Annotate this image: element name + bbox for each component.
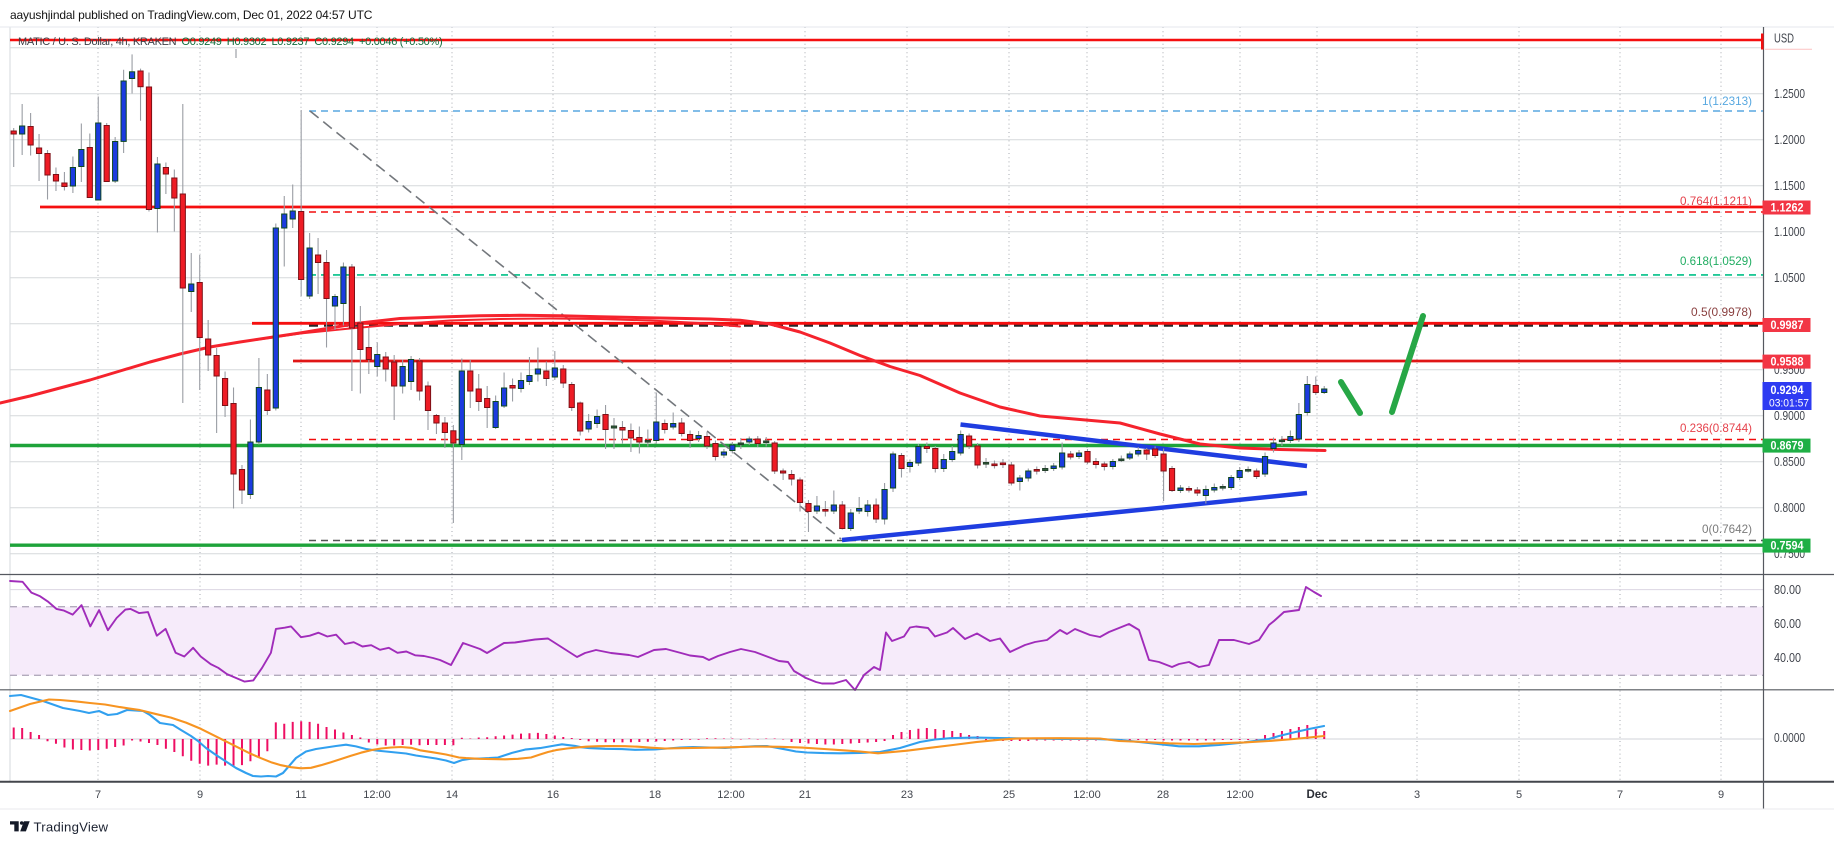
svg-text:23: 23 xyxy=(901,789,913,801)
svg-text:0.236(0.8744): 0.236(0.8744) xyxy=(1680,421,1752,435)
svg-text:18: 18 xyxy=(649,789,661,801)
svg-text:0.0000: 0.0000 xyxy=(1774,731,1805,745)
svg-text:0.5(0.9978): 0.5(0.9978) xyxy=(1691,305,1752,319)
svg-text:28: 28 xyxy=(1157,789,1169,801)
svg-text:1.2000: 1.2000 xyxy=(1774,133,1805,147)
svg-text:7: 7 xyxy=(1617,789,1623,801)
svg-text:1.1262: 1.1262 xyxy=(1771,203,1804,215)
svg-text:aayushjindal published on Trad: aayushjindal published on TradingView.co… xyxy=(10,8,373,22)
svg-text:0.618(1.0529): 0.618(1.0529) xyxy=(1680,254,1752,268)
svg-text:40.00: 40.00 xyxy=(1774,651,1801,665)
svg-text:12:00: 12:00 xyxy=(1226,789,1254,801)
svg-text:1.2500: 1.2500 xyxy=(1774,87,1805,101)
svg-text:60.00: 60.00 xyxy=(1774,617,1801,631)
svg-text:9: 9 xyxy=(197,789,203,801)
svg-text:0(0.7642): 0(0.7642) xyxy=(1702,522,1752,536)
svg-text:03:01:57: 03:01:57 xyxy=(1769,398,1809,410)
svg-text:1.1500: 1.1500 xyxy=(1774,179,1805,193)
svg-text:MATIC / U. S. Dollar, 4h, KRAK: MATIC / U. S. Dollar, 4h, KRAKEN O0.9249… xyxy=(18,36,442,48)
svg-text:0.9588: 0.9588 xyxy=(1771,357,1805,369)
svg-text:11: 11 xyxy=(295,789,306,801)
svg-text:0.8000: 0.8000 xyxy=(1774,501,1805,515)
svg-text:0.7594: 0.7594 xyxy=(1771,541,1805,553)
svg-text:12:00: 12:00 xyxy=(363,789,391,801)
svg-text:80.00: 80.00 xyxy=(1774,583,1801,597)
svg-text:21: 21 xyxy=(799,789,811,801)
svg-text:USD: USD xyxy=(1774,31,1794,45)
svg-text:0.764(1.1211): 0.764(1.1211) xyxy=(1680,194,1752,208)
svg-text:0.8500: 0.8500 xyxy=(1774,455,1805,469)
svg-text:0.9987: 0.9987 xyxy=(1771,320,1804,332)
svg-text:0.9294: 0.9294 xyxy=(1771,385,1805,397)
svg-text:Dec: Dec xyxy=(1306,789,1328,801)
svg-text:0.8679: 0.8679 xyxy=(1771,441,1804,453)
svg-text:5: 5 xyxy=(1516,789,1522,801)
svg-text:9: 9 xyxy=(1718,789,1724,801)
svg-text:7: 7 xyxy=(95,789,101,801)
svg-text:3: 3 xyxy=(1414,789,1420,801)
svg-text:1(1.2313): 1(1.2313) xyxy=(1702,94,1752,108)
svg-text:1.1000: 1.1000 xyxy=(1774,225,1805,239)
svg-text:0.9000: 0.9000 xyxy=(1774,409,1805,423)
svg-text:12:00: 12:00 xyxy=(1073,789,1101,801)
svg-text:TradingView: TradingView xyxy=(34,820,109,835)
svg-text:14: 14 xyxy=(446,789,458,801)
svg-text:25: 25 xyxy=(1003,789,1015,801)
svg-text:1.0500: 1.0500 xyxy=(1774,271,1805,285)
svg-text:16: 16 xyxy=(547,789,559,801)
svg-text:12:00: 12:00 xyxy=(717,789,745,801)
